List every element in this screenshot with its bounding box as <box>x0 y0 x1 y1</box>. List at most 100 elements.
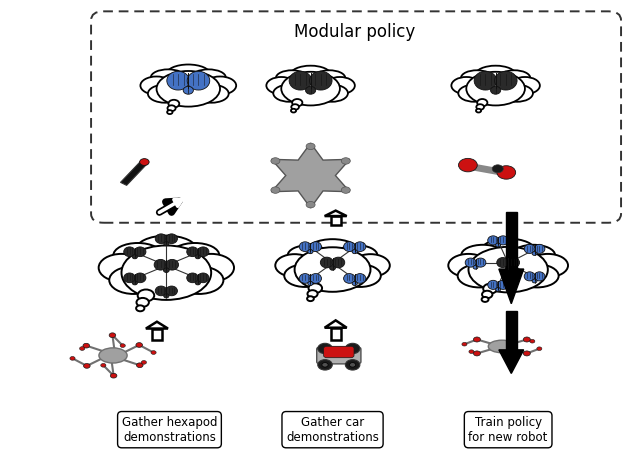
Circle shape <box>482 291 492 298</box>
Text: Modular policy: Modular policy <box>294 23 415 41</box>
Text: Gather hexapod
demonstrations: Gather hexapod demonstrations <box>122 416 217 444</box>
Ellipse shape <box>308 250 313 254</box>
Ellipse shape <box>289 71 312 90</box>
Ellipse shape <box>99 348 127 363</box>
Circle shape <box>476 109 481 112</box>
Circle shape <box>271 187 280 193</box>
Circle shape <box>306 202 315 208</box>
Ellipse shape <box>156 234 167 244</box>
Ellipse shape <box>497 257 509 268</box>
Ellipse shape <box>294 247 371 292</box>
Ellipse shape <box>461 70 493 85</box>
Ellipse shape <box>512 245 555 265</box>
Circle shape <box>469 350 474 353</box>
Ellipse shape <box>99 254 145 281</box>
Ellipse shape <box>330 266 335 270</box>
Ellipse shape <box>532 279 537 283</box>
Ellipse shape <box>300 274 311 283</box>
Circle shape <box>474 337 481 342</box>
Ellipse shape <box>316 84 348 102</box>
Ellipse shape <box>187 71 210 90</box>
Ellipse shape <box>524 244 535 253</box>
Ellipse shape <box>488 340 515 353</box>
Ellipse shape <box>157 71 220 106</box>
Ellipse shape <box>300 242 311 252</box>
Ellipse shape <box>495 288 500 291</box>
Ellipse shape <box>501 84 533 102</box>
Circle shape <box>151 351 156 354</box>
FancyBboxPatch shape <box>91 11 621 223</box>
Ellipse shape <box>468 247 548 292</box>
Circle shape <box>141 360 147 364</box>
Ellipse shape <box>344 242 355 252</box>
Circle shape <box>497 166 516 179</box>
Ellipse shape <box>325 77 355 94</box>
Circle shape <box>168 105 175 111</box>
Circle shape <box>136 342 143 347</box>
Polygon shape <box>324 320 347 328</box>
Circle shape <box>308 283 322 293</box>
Ellipse shape <box>163 268 169 273</box>
Ellipse shape <box>495 243 500 247</box>
Polygon shape <box>120 161 147 185</box>
Ellipse shape <box>124 247 136 257</box>
FancyBboxPatch shape <box>317 347 361 364</box>
Ellipse shape <box>187 273 198 283</box>
Ellipse shape <box>336 245 378 265</box>
Polygon shape <box>499 350 524 374</box>
Circle shape <box>492 165 503 173</box>
Ellipse shape <box>164 294 169 298</box>
Ellipse shape <box>291 66 331 84</box>
Circle shape <box>100 364 106 367</box>
Polygon shape <box>331 328 340 340</box>
Ellipse shape <box>167 71 189 90</box>
Ellipse shape <box>465 258 476 267</box>
Ellipse shape <box>461 245 504 265</box>
Ellipse shape <box>321 257 333 268</box>
Ellipse shape <box>175 266 223 294</box>
Polygon shape <box>506 213 517 269</box>
Ellipse shape <box>499 70 531 85</box>
Ellipse shape <box>281 72 340 106</box>
Text: Train policy
for new robot: Train policy for new robot <box>468 416 548 444</box>
Ellipse shape <box>332 257 345 268</box>
Circle shape <box>318 360 332 370</box>
Polygon shape <box>271 143 349 208</box>
Circle shape <box>346 360 360 370</box>
Circle shape <box>292 99 302 106</box>
Ellipse shape <box>276 70 308 85</box>
Circle shape <box>109 333 116 337</box>
Ellipse shape <box>197 273 209 283</box>
Ellipse shape <box>527 254 568 277</box>
Circle shape <box>120 344 125 347</box>
Ellipse shape <box>135 235 197 265</box>
Circle shape <box>291 109 296 112</box>
Ellipse shape <box>474 71 497 90</box>
Circle shape <box>140 159 149 165</box>
Ellipse shape <box>467 72 525 106</box>
Circle shape <box>318 343 332 354</box>
Ellipse shape <box>308 281 313 285</box>
Circle shape <box>482 297 488 302</box>
Ellipse shape <box>194 84 228 103</box>
Ellipse shape <box>166 259 179 270</box>
Circle shape <box>83 343 90 348</box>
Circle shape <box>136 363 143 368</box>
Circle shape <box>474 351 481 356</box>
Ellipse shape <box>188 254 234 281</box>
Ellipse shape <box>154 259 167 270</box>
Circle shape <box>271 158 280 164</box>
Ellipse shape <box>448 254 489 277</box>
Ellipse shape <box>497 236 508 245</box>
Ellipse shape <box>183 86 193 94</box>
Circle shape <box>477 99 488 106</box>
Ellipse shape <box>458 264 501 287</box>
Ellipse shape <box>508 257 520 268</box>
FancyBboxPatch shape <box>324 346 354 358</box>
Ellipse shape <box>132 255 138 259</box>
Circle shape <box>524 337 531 342</box>
Ellipse shape <box>476 66 516 84</box>
Circle shape <box>136 298 149 307</box>
Circle shape <box>306 143 315 150</box>
Ellipse shape <box>488 280 499 289</box>
